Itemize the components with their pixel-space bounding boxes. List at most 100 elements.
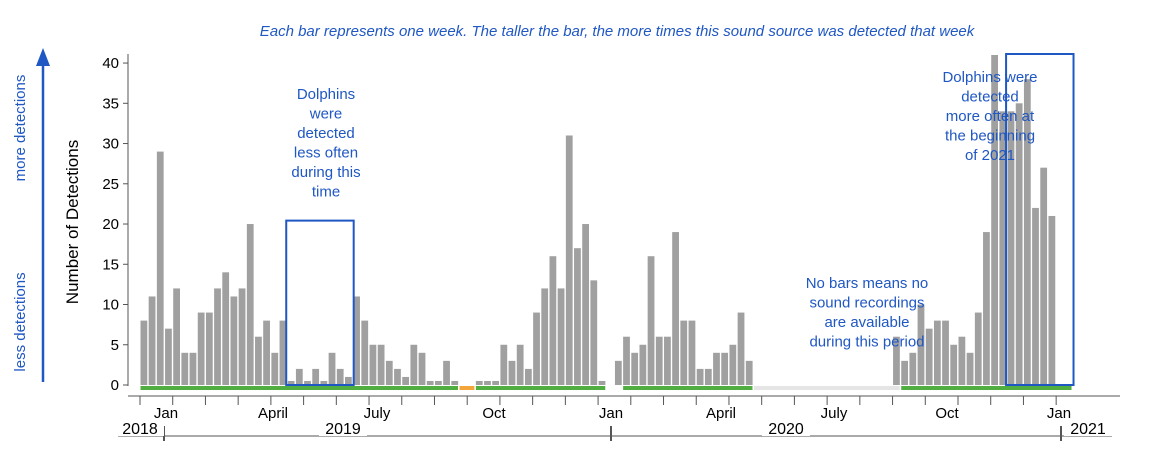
detection-bar xyxy=(165,328,172,385)
detection-bar xyxy=(745,360,753,385)
detection-bar xyxy=(279,320,287,385)
month-label: Jan xyxy=(1047,405,1071,422)
coverage-segment xyxy=(459,386,475,390)
detection-bar xyxy=(508,360,516,385)
detection-bar xyxy=(721,352,729,385)
detection-bar xyxy=(500,344,508,385)
detection-bar xyxy=(189,352,197,385)
detection-bar xyxy=(148,296,156,385)
detection-bar xyxy=(655,336,663,385)
coverage-segment xyxy=(475,386,606,390)
detection-bar xyxy=(287,380,295,385)
month-label: Jan xyxy=(154,405,178,422)
detection-bar xyxy=(614,360,622,385)
detection-bar xyxy=(991,55,998,385)
detection-bar xyxy=(377,344,385,385)
month-label: April xyxy=(258,405,288,422)
detection-bar xyxy=(925,328,933,385)
detection-bar xyxy=(263,320,270,385)
detection-bar xyxy=(426,380,434,385)
coverage-segment xyxy=(623,386,753,390)
detection-bar xyxy=(328,352,336,385)
detection-bar xyxy=(983,232,990,385)
detection-bar xyxy=(295,368,303,385)
detection-bar xyxy=(565,135,573,385)
month-label: July xyxy=(821,405,848,422)
detection-bar xyxy=(672,232,679,385)
less-detections-label: less detections xyxy=(12,272,29,371)
year-label-bg xyxy=(762,418,810,436)
detection-bar xyxy=(394,368,401,385)
detection-bar xyxy=(156,151,164,385)
detection-bar xyxy=(688,320,696,385)
coverage-segment xyxy=(754,386,900,390)
annotation-line: Dolphins were xyxy=(942,69,1037,86)
detection-bar xyxy=(713,352,720,385)
y-tick-label: 10 xyxy=(102,297,119,314)
detection-bar xyxy=(320,380,328,385)
annotation-line: of 2021 xyxy=(965,147,1015,164)
month-label: Oct xyxy=(482,405,506,422)
year-label: 2020 xyxy=(768,421,804,438)
detection-bar xyxy=(369,344,377,385)
detection-bar xyxy=(402,376,410,385)
y-tick-label: 25 xyxy=(102,176,119,193)
y-tick-label: 5 xyxy=(111,337,119,354)
detection-bar xyxy=(541,288,549,385)
annotation-line: No bars means no xyxy=(806,275,929,292)
annotation-line: during this period xyxy=(809,334,924,351)
detection-bar xyxy=(410,344,418,385)
detection-bar xyxy=(598,380,606,385)
detection-bar xyxy=(549,256,557,385)
detection-bar xyxy=(533,312,540,385)
detection-bar xyxy=(1048,215,1056,385)
detection-bar xyxy=(950,344,958,385)
detection-bar xyxy=(557,288,565,385)
detection-bar xyxy=(197,312,205,385)
annotation-line: time xyxy=(312,184,340,201)
detection-bar xyxy=(475,380,483,385)
detection-bar xyxy=(933,320,941,385)
year-label: 2018 xyxy=(122,421,158,438)
detection-bar xyxy=(443,360,450,385)
detection-bar xyxy=(582,224,589,385)
coverage-segment xyxy=(901,386,1072,390)
y-tick-label: 35 xyxy=(102,95,119,112)
detection-bar xyxy=(336,368,344,385)
detection-bar xyxy=(966,352,974,385)
annotation-line: detected xyxy=(297,125,355,142)
annotation-line: less often xyxy=(294,145,358,162)
detection-bar xyxy=(958,336,966,385)
detection-bar xyxy=(271,352,279,385)
y-tick-label: 0 xyxy=(111,377,119,394)
chart-caption: Each bar represents one week. The taller… xyxy=(260,23,976,40)
more-detections-label: more detections xyxy=(12,75,29,182)
detection-bar xyxy=(574,248,581,385)
detection-bar xyxy=(181,352,189,385)
annotation-box xyxy=(1005,53,1075,386)
detection-bar xyxy=(999,111,1007,385)
month-label: Jan xyxy=(599,405,623,422)
detection-bar xyxy=(205,312,213,385)
detection-bar xyxy=(418,352,426,385)
detection-bar xyxy=(312,368,320,385)
month-label: April xyxy=(706,405,736,422)
annotation-line: the beginning xyxy=(945,128,1035,145)
detection-bar xyxy=(230,296,238,385)
detection-bar xyxy=(484,380,491,385)
detection-bar xyxy=(246,224,254,385)
year-label-bg xyxy=(116,418,164,436)
detection-bar xyxy=(942,320,949,385)
year-label: 2019 xyxy=(325,421,361,438)
year-label-bg xyxy=(1064,418,1112,436)
annotation-line: Dolphins xyxy=(297,86,355,103)
annotation-line: during this xyxy=(291,164,360,181)
detection-bar xyxy=(140,320,148,385)
month-label: July xyxy=(364,405,391,422)
annotation-line: were xyxy=(309,106,343,123)
detection-bar xyxy=(385,360,393,385)
detection-bar xyxy=(1040,167,1048,385)
detection-bar xyxy=(590,280,598,385)
coverage-segment xyxy=(140,386,459,390)
